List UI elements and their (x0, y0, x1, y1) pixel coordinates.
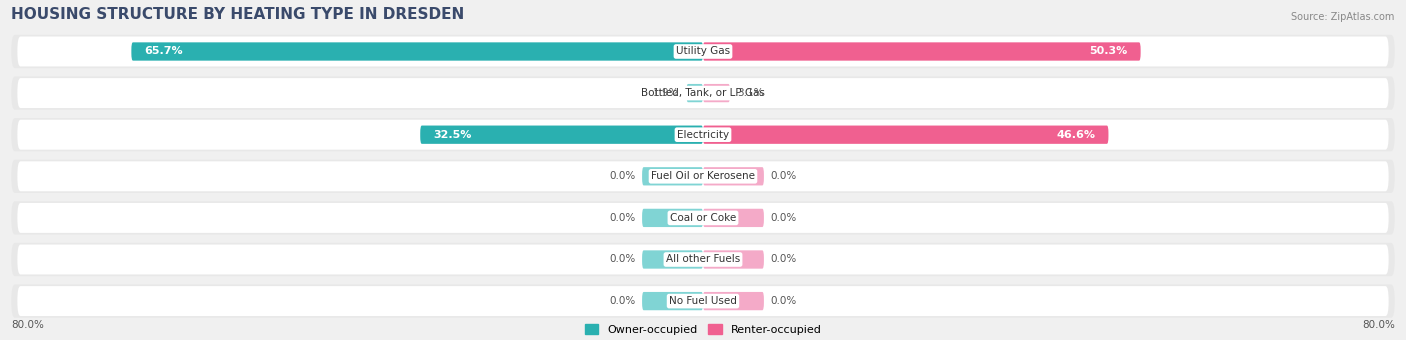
FancyBboxPatch shape (703, 292, 763, 310)
Text: Electricity: Electricity (676, 130, 730, 140)
Text: 0.0%: 0.0% (770, 171, 797, 181)
Text: 80.0%: 80.0% (11, 320, 44, 330)
FancyBboxPatch shape (17, 36, 1389, 67)
Text: 65.7%: 65.7% (145, 47, 183, 56)
Legend: Owner-occupied, Renter-occupied: Owner-occupied, Renter-occupied (585, 324, 821, 335)
Text: HOUSING STRUCTURE BY HEATING TYPE IN DRESDEN: HOUSING STRUCTURE BY HEATING TYPE IN DRE… (11, 6, 464, 21)
FancyBboxPatch shape (643, 167, 703, 185)
Text: 0.0%: 0.0% (609, 171, 636, 181)
FancyBboxPatch shape (17, 78, 1389, 108)
FancyBboxPatch shape (11, 118, 1395, 151)
Text: No Fuel Used: No Fuel Used (669, 296, 737, 306)
Text: Utility Gas: Utility Gas (676, 47, 730, 56)
Text: Source: ZipAtlas.com: Source: ZipAtlas.com (1291, 12, 1395, 21)
FancyBboxPatch shape (643, 209, 703, 227)
FancyBboxPatch shape (11, 35, 1395, 68)
FancyBboxPatch shape (420, 125, 703, 144)
Text: 0.0%: 0.0% (770, 213, 797, 223)
FancyBboxPatch shape (11, 201, 1395, 235)
Text: 46.6%: 46.6% (1056, 130, 1095, 140)
FancyBboxPatch shape (17, 286, 1389, 316)
FancyBboxPatch shape (703, 250, 763, 269)
Text: All other Fuels: All other Fuels (666, 255, 740, 265)
FancyBboxPatch shape (703, 167, 763, 185)
Text: 32.5%: 32.5% (433, 130, 471, 140)
FancyBboxPatch shape (703, 209, 763, 227)
FancyBboxPatch shape (11, 160, 1395, 193)
Text: 0.0%: 0.0% (609, 213, 636, 223)
Text: 0.0%: 0.0% (770, 255, 797, 265)
FancyBboxPatch shape (686, 84, 703, 102)
Text: 80.0%: 80.0% (1362, 320, 1395, 330)
FancyBboxPatch shape (17, 203, 1389, 233)
FancyBboxPatch shape (643, 250, 703, 269)
FancyBboxPatch shape (17, 244, 1389, 274)
Text: Bottled, Tank, or LP Gas: Bottled, Tank, or LP Gas (641, 88, 765, 98)
Text: 0.0%: 0.0% (770, 296, 797, 306)
FancyBboxPatch shape (643, 292, 703, 310)
Text: 0.0%: 0.0% (609, 255, 636, 265)
FancyBboxPatch shape (11, 243, 1395, 276)
Text: Fuel Oil or Kerosene: Fuel Oil or Kerosene (651, 171, 755, 181)
FancyBboxPatch shape (131, 42, 703, 61)
FancyBboxPatch shape (17, 161, 1389, 191)
Text: 0.0%: 0.0% (609, 296, 636, 306)
FancyBboxPatch shape (703, 42, 1140, 61)
Text: 3.1%: 3.1% (737, 88, 763, 98)
Text: 1.9%: 1.9% (652, 88, 679, 98)
FancyBboxPatch shape (17, 120, 1389, 150)
Text: 50.3%: 50.3% (1090, 47, 1128, 56)
FancyBboxPatch shape (11, 76, 1395, 110)
FancyBboxPatch shape (11, 285, 1395, 318)
FancyBboxPatch shape (703, 125, 1108, 144)
FancyBboxPatch shape (703, 84, 730, 102)
Text: Coal or Coke: Coal or Coke (669, 213, 737, 223)
